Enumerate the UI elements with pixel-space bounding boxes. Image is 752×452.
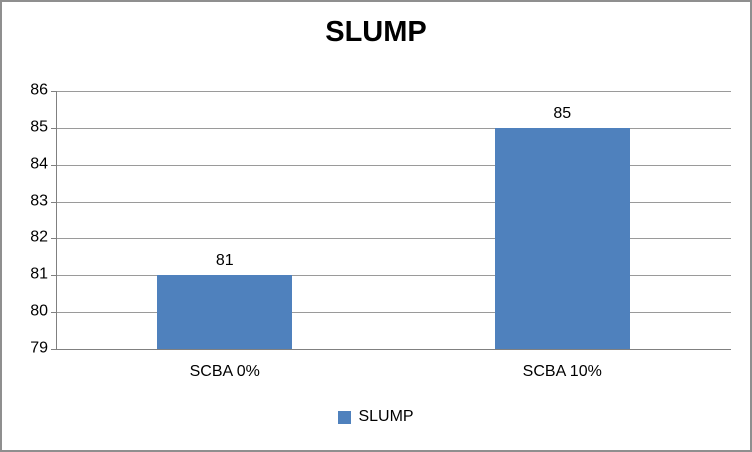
bar — [495, 127, 630, 349]
y-axis-line — [56, 91, 57, 349]
legend-swatch — [338, 410, 352, 424]
gridline — [56, 127, 731, 129]
gridline — [56, 312, 731, 314]
y-axis-label: 81 — [30, 265, 48, 283]
y-axis-label: 80 — [30, 302, 48, 320]
y-axis-tick — [51, 312, 56, 314]
y-axis-label: 86 — [30, 81, 48, 99]
y-axis-tick — [51, 127, 56, 129]
bar-data-label: 81 — [215, 252, 234, 270]
y-axis-tick — [51, 275, 56, 277]
y-axis-tick — [51, 164, 56, 166]
y-axis-tick — [51, 91, 56, 92]
x-category-label: SCBA 10% — [522, 363, 602, 380]
bar-data-label: 85 — [553, 104, 572, 122]
legend-label: SLUMP — [358, 408, 414, 425]
y-axis-label: 84 — [30, 155, 48, 173]
gridline — [56, 201, 731, 203]
gridline — [56, 238, 731, 240]
x-category-label: SCBA 0% — [189, 363, 260, 380]
gridline — [56, 164, 731, 166]
y-axis-tick — [51, 238, 56, 240]
bar — [157, 275, 292, 349]
y-axis-label: 82 — [30, 228, 48, 246]
chart-title: SLUMP — [325, 16, 427, 48]
x-axis-line — [56, 349, 731, 350]
y-axis-tick — [51, 201, 56, 203]
y-axis-label: 79 — [30, 339, 48, 357]
gridline — [56, 91, 731, 92]
plot-area: 86 85 84 83 82 81 80 79 81 SCBA 0% 85 SCBA 10% — [30, 82, 731, 380]
y-axis-label: 83 — [30, 191, 48, 209]
y-axis-tick — [51, 349, 56, 350]
gridline — [56, 275, 731, 277]
chart-legend: SLUMP — [2, 406, 750, 428]
y-axis-label: 85 — [30, 118, 48, 136]
